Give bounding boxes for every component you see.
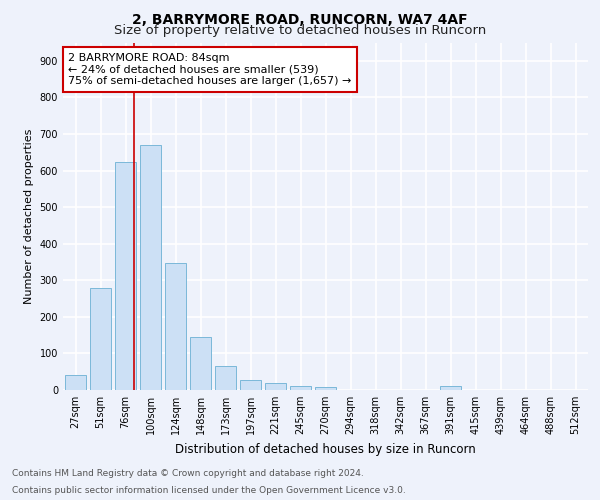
Text: 2 BARRYMORE ROAD: 84sqm
← 24% of detached houses are smaller (539)
75% of semi-d: 2 BARRYMORE ROAD: 84sqm ← 24% of detache…: [68, 53, 352, 86]
Bar: [165, 262, 186, 390]
Text: 2, BARRYMORE ROAD, RUNCORN, WA7 4AF: 2, BARRYMORE ROAD, RUNCORN, WA7 4AF: [132, 12, 468, 26]
Text: Contains HM Land Registry data © Crown copyright and database right 2024.: Contains HM Land Registry data © Crown c…: [12, 468, 364, 477]
Text: Contains public sector information licensed under the Open Government Licence v3: Contains public sector information licen…: [12, 486, 406, 495]
Bar: [290, 386, 311, 390]
Bar: [65, 374, 86, 390]
Bar: [440, 386, 461, 390]
Y-axis label: Number of detached properties: Number of detached properties: [24, 128, 34, 304]
Bar: [90, 288, 111, 390]
Bar: [140, 145, 161, 390]
Bar: [315, 387, 336, 390]
Bar: [190, 337, 211, 390]
Bar: [240, 380, 261, 390]
Bar: [265, 384, 286, 390]
Bar: [215, 366, 236, 390]
Bar: [115, 162, 136, 390]
X-axis label: Distribution of detached houses by size in Runcorn: Distribution of detached houses by size …: [175, 442, 476, 456]
Text: Size of property relative to detached houses in Runcorn: Size of property relative to detached ho…: [114, 24, 486, 37]
